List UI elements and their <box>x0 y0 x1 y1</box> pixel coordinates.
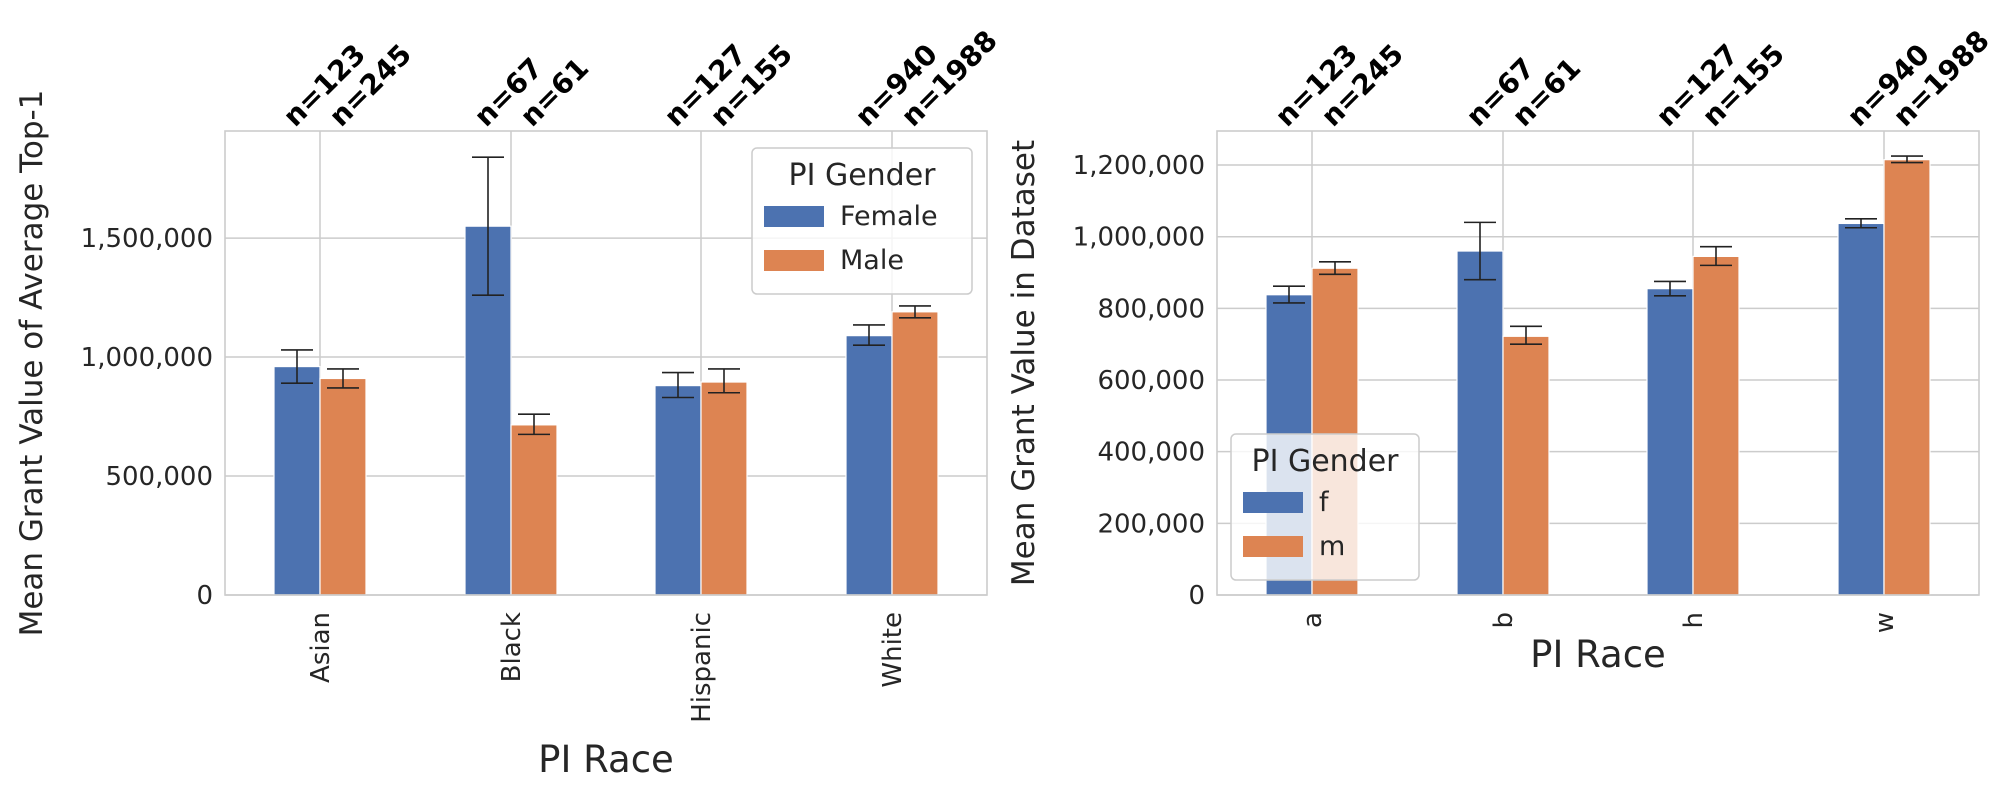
x-tick-label: White <box>878 612 908 688</box>
x-axis-label: PI Race <box>1530 633 1666 676</box>
y-tick-label: 1,000,000 <box>81 343 213 373</box>
plot-frame <box>224 130 988 596</box>
x-tick-label: a <box>1298 612 1328 628</box>
bar-f-b <box>1456 250 1504 596</box>
legend-swatch-male <box>764 250 824 271</box>
x-axis-label: PI Race <box>538 738 674 781</box>
y-tick-label: 400,000 <box>1097 438 1205 468</box>
y-tick-label: 800,000 <box>1097 294 1205 324</box>
plot-frame <box>1216 130 1980 596</box>
legend-swatch-f <box>1243 492 1303 513</box>
y-tick-label: 0 <box>1188 581 1205 611</box>
x-tick-label: Asian <box>306 612 336 683</box>
x-tick-label: Hispanic <box>687 612 717 723</box>
y-tick-label: 1,500,000 <box>81 224 213 254</box>
legend: PI Gender Female Male <box>751 147 973 295</box>
chart-panel-2: 0 200,000 400,000 600,000 800,000 1,000,000 1,… <box>1006 24 1996 676</box>
x-tick-label: b <box>1489 612 1519 629</box>
y-axis-label: Mean Grant Value in Dataset <box>1006 140 1042 586</box>
bar-male-asian <box>319 377 367 596</box>
bar-f-h <box>1646 288 1694 596</box>
legend-entry: Male <box>840 245 904 276</box>
y-tick-label: 1,200,000 <box>1073 151 1205 181</box>
y-tick-label: 600,000 <box>1097 366 1205 396</box>
bar-m-h <box>1692 255 1740 596</box>
bar-female-asian <box>273 365 321 596</box>
x-tick-label: w <box>1870 612 1900 633</box>
x-tick-label: h <box>1679 612 1709 628</box>
legend-entry: Female <box>840 201 938 232</box>
x-tick-label: Black <box>497 612 527 682</box>
bar-female-hispanic <box>654 385 702 596</box>
legend: PI Gender fm <box>1230 433 1420 581</box>
legend-swatch-female <box>764 206 824 227</box>
y-tick-label: 0 <box>196 581 213 611</box>
bar-m-b <box>1502 335 1550 596</box>
y-tick-label: 500,000 <box>105 462 213 492</box>
bar-male-white <box>891 311 939 596</box>
legend-entry: m <box>1319 531 1345 562</box>
bar-m-w <box>1883 159 1931 596</box>
legend-title: PI Gender <box>1251 444 1399 479</box>
bar-male-hispanic <box>700 381 748 596</box>
legend-swatch-m <box>1243 536 1303 557</box>
bar-male-black <box>510 424 558 596</box>
bar-female-white <box>845 335 893 596</box>
legend-title: PI Gender <box>788 158 936 193</box>
bar-f-w <box>1837 222 1885 596</box>
y-tick-label: 200,000 <box>1097 509 1205 539</box>
y-tick-label: 1,000,000 <box>1073 223 1205 253</box>
legend-entry: f <box>1319 487 1330 518</box>
y-axis-label: Mean Grant Value of Average Top-1 <box>14 90 50 637</box>
